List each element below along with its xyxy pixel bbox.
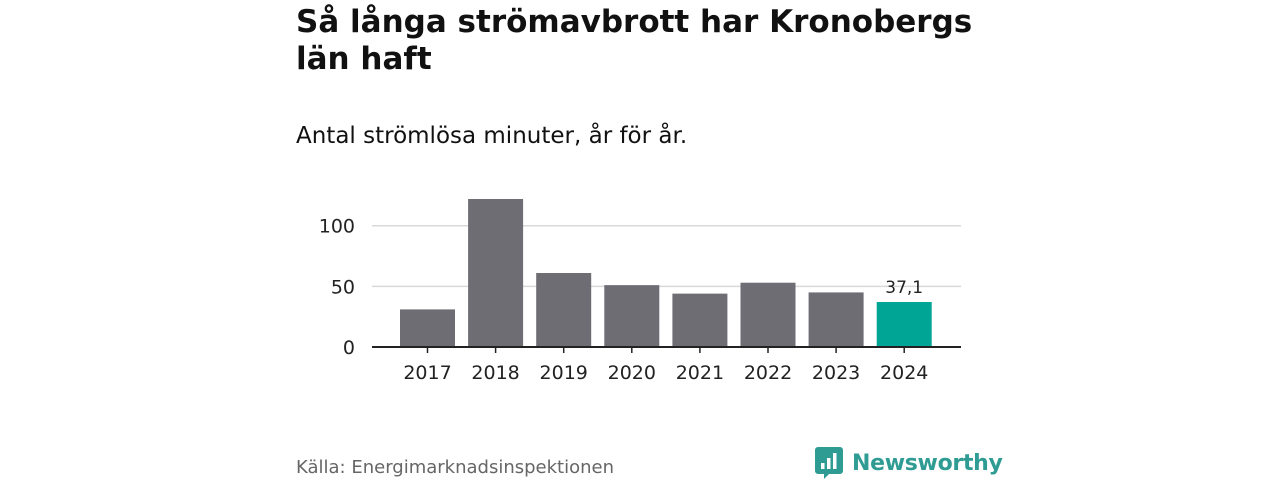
bar-2020 (604, 285, 660, 347)
bar-2019 (536, 273, 592, 347)
x-tick-label-2019: 2019 (540, 362, 588, 384)
newsworthy-logo: Newsworthy (814, 446, 1003, 480)
y-tick-label-50: 50 (331, 276, 355, 298)
y-tick-label-100: 100 (319, 216, 355, 238)
bar-2018 (468, 199, 524, 347)
brand-name: Newsworthy (852, 450, 1003, 476)
x-tick-label-2020: 2020 (608, 362, 656, 384)
chart-title: Så långa strömavbrott har Kronobergs län… (296, 4, 973, 77)
bar-2017 (400, 309, 455, 347)
x-tick-label-2017: 2017 (403, 362, 451, 384)
y-tick-label-0: 0 (343, 337, 355, 359)
bar-chart: 0 50 100 2017 2018 2019 2020 2021 2022 2023 2024 37… (319, 199, 961, 384)
bar-chart-speech-bubble-icon (815, 447, 843, 479)
x-tick-label-2018: 2018 (471, 362, 519, 384)
x-tick-label-2022: 2022 (744, 362, 792, 384)
chart-subtitle: Antal strömlösa minuter, år för år. (296, 123, 688, 149)
data-label-2024: 37,1 (885, 278, 923, 298)
bar-2024 (876, 301, 932, 347)
source-note: Källa: Energimarknadsinspektionen (296, 457, 615, 478)
x-tick-label-2023: 2023 (812, 362, 860, 384)
bar-2022 (740, 282, 796, 347)
x-tick-label-2021: 2021 (676, 362, 724, 384)
bar-2023 (808, 292, 864, 347)
bar-2021 (672, 293, 728, 347)
x-tick-label-2024: 2024 (880, 362, 928, 384)
